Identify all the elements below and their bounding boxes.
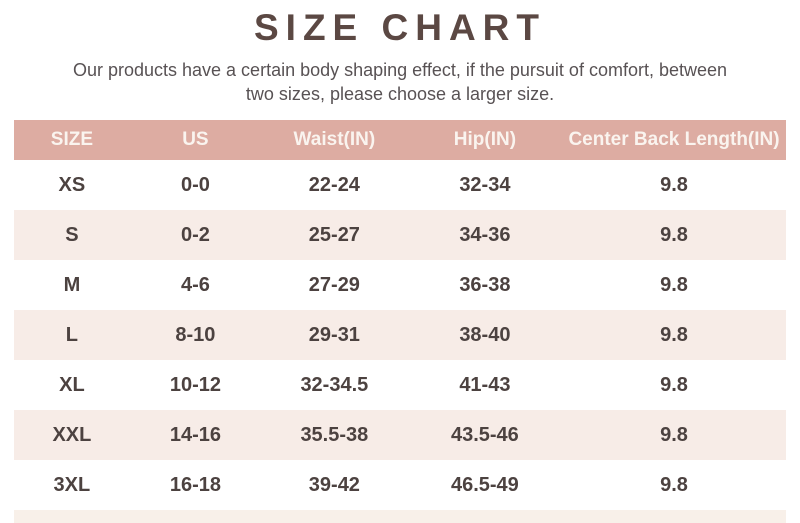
cell-center-back-length: 9.8	[660, 473, 688, 496]
cell-us: 16-18	[169, 473, 221, 496]
table-row-s: S 0-2 25-27 34-36 9.8	[14, 210, 786, 260]
table-header-row: SIZE US Waist(IN) Hip(IN) Center Back Le…	[14, 120, 786, 160]
cell-us: 10-12	[169, 373, 221, 396]
table-row-3xl: 3XL 16-18 39-42 46.5-49 9.8	[14, 460, 786, 510]
cell-waist: 35.5-38	[300, 423, 369, 446]
cell-us: 14-16	[169, 423, 221, 446]
cell-waist: 27-29	[308, 273, 360, 296]
cell-hip: 36-38	[459, 273, 511, 296]
cell-size: S	[65, 223, 79, 246]
cell-waist: 32-34.5	[300, 373, 369, 396]
header-cell-us: US	[182, 129, 209, 150]
table-row-partial-cutoff	[14, 510, 786, 523]
cell-size: L	[65, 323, 78, 346]
size-table: SIZE US Waist(IN) Hip(IN) Center Back Le…	[14, 120, 786, 523]
cell-us: 0-0	[180, 173, 210, 196]
cell-center-back-length: 9.8	[660, 173, 688, 196]
cell-waist: 22-24	[308, 173, 360, 196]
cell-waist: 29-31	[308, 323, 360, 346]
cell-hip: 46.5-49	[450, 473, 519, 496]
cell-center-back-length: 9.8	[660, 223, 688, 246]
table-row-m: M 4-6 27-29 36-38 9.8	[14, 260, 786, 310]
page-title: SIZE CHART	[254, 7, 546, 48]
table-row-xxl: XXL 14-16 35.5-38 43.5-46 9.8	[14, 410, 786, 460]
cell-us: 0-2	[180, 223, 210, 246]
cell-center-back-length: 9.8	[660, 273, 688, 296]
table-row-xl: XL 10-12 32-34.5 41-43 9.8	[14, 360, 786, 410]
page-subtitle: Our products have a certain body shaping…	[0, 58, 800, 107]
header-cell-size: SIZE	[50, 129, 94, 150]
header-cell-center-back-length: Center Back Length(IN)	[568, 129, 780, 150]
cell-center-back-length: 9.8	[660, 423, 688, 446]
cell-waist: 25-27	[308, 223, 360, 246]
subtitle-line-2: two sizes, please choose a larger size.	[245, 83, 555, 104]
cell-hip: 34-36	[459, 223, 511, 246]
table-row-xs: XS 0-0 22-24 32-34 9.8	[14, 160, 786, 210]
cell-size: XXL	[52, 423, 92, 446]
cell-size: M	[63, 273, 81, 296]
header-cell-hip: Hip(IN)	[453, 129, 517, 150]
cell-hip: 38-40	[459, 323, 511, 346]
cell-waist: 39-42	[308, 473, 360, 496]
cell-hip: 41-43	[459, 373, 511, 396]
cell-center-back-length: 9.8	[660, 373, 688, 396]
cell-us: 8-10	[175, 323, 216, 346]
cell-center-back-length: 9.8	[660, 323, 688, 346]
cell-us: 4-6	[180, 273, 210, 296]
table-row-l: L 8-10 29-31 38-40 9.8	[14, 310, 786, 360]
size-chart-page: SIZE CHART Our products have a certain b…	[0, 7, 800, 523]
cell-size: 3XL	[53, 473, 91, 496]
cell-hip: 43.5-46	[450, 423, 519, 446]
cell-hip: 32-34	[459, 173, 511, 196]
cell-size: XS	[58, 173, 86, 196]
subtitle-line-1: Our products have a certain body shaping…	[72, 59, 728, 80]
header-cell-waist: Waist(IN)	[293, 129, 376, 150]
cell-size: XL	[59, 373, 85, 396]
